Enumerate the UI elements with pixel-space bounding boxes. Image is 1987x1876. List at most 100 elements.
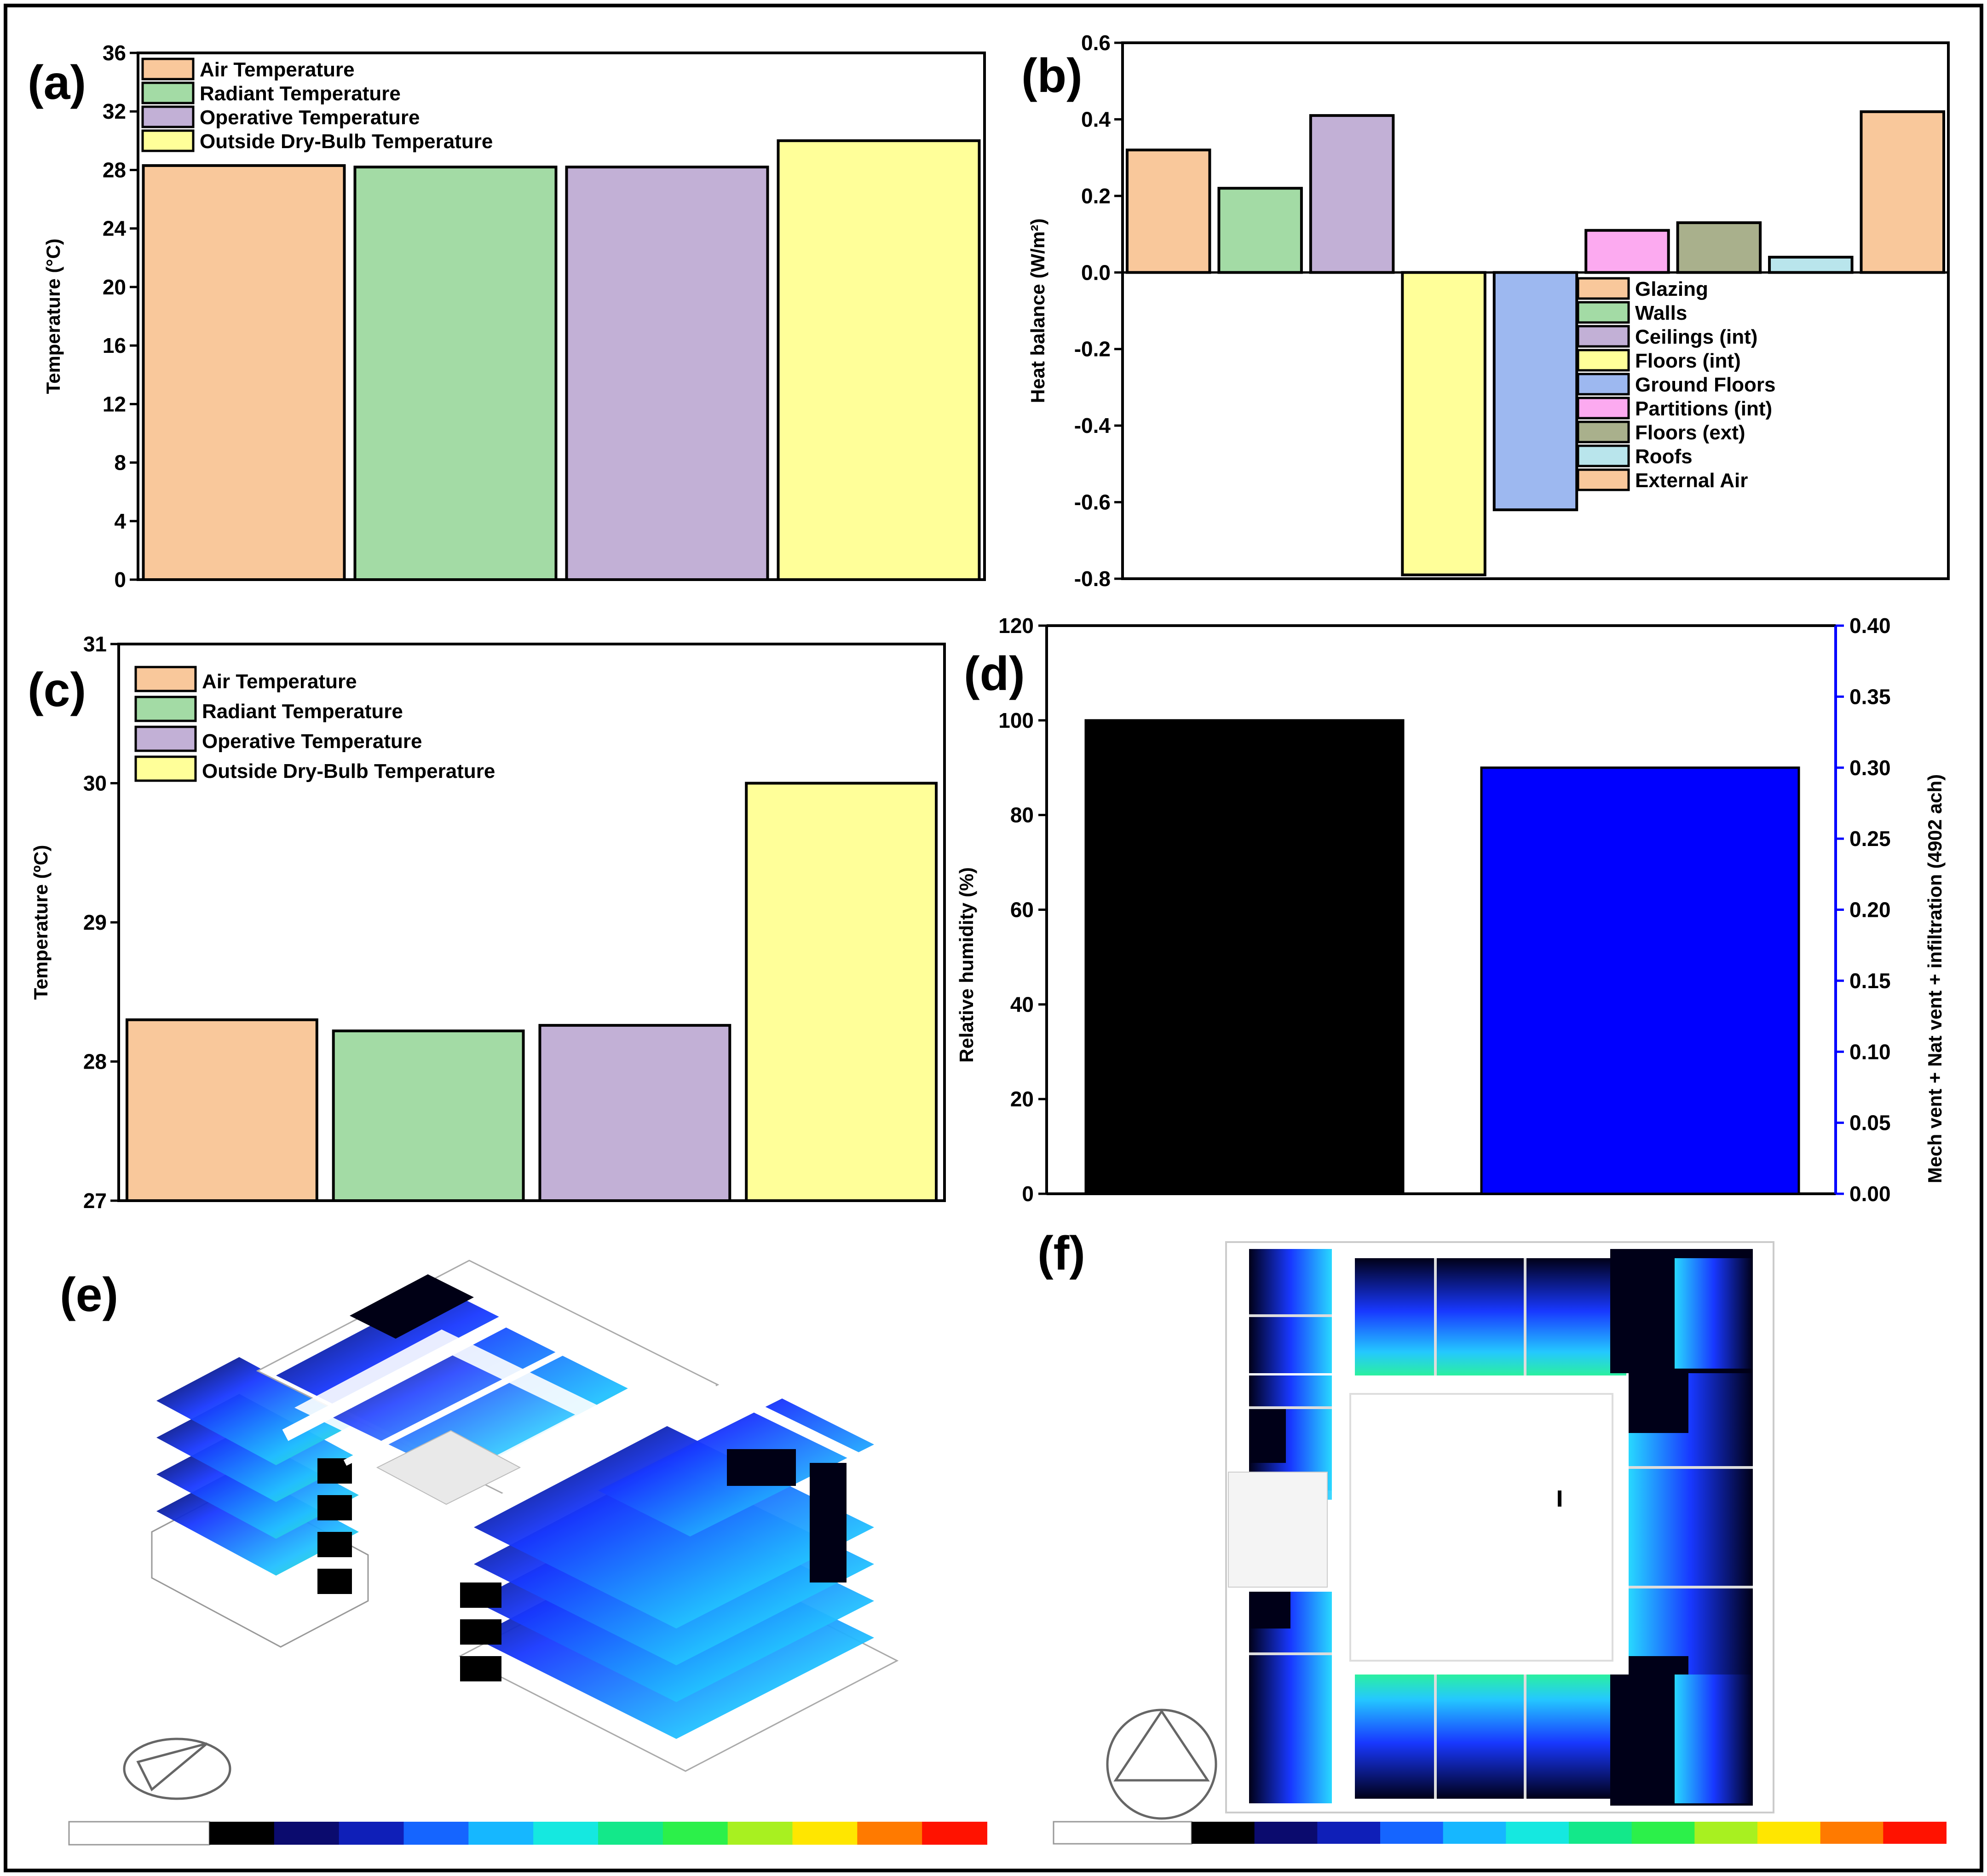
y-tick-label: 40 — [1010, 992, 1034, 1016]
plot-frame — [1121, 41, 1950, 580]
legend-swatch — [1577, 420, 1630, 443]
y-tick-label: 0.2 — [1081, 184, 1111, 208]
legend-swatch — [134, 725, 197, 752]
bar-external-air — [1860, 110, 1946, 274]
legend-label: Outside Dry-Bulb Temperature — [200, 130, 493, 153]
y-right-tick-label: 0.10 — [1849, 1040, 1891, 1064]
y-right-tick-label: 0.25 — [1849, 827, 1891, 851]
scale-swatch — [1443, 1822, 1507, 1844]
y-axis-label: Temperature (°C) — [42, 238, 64, 394]
y-tick-label: 16 — [103, 334, 126, 357]
scale-swatch — [662, 1822, 728, 1845]
color-scale-f — [1053, 1821, 1947, 1845]
chart-c: 27 28 29 30 31 Temperature (ºC) Air Temperatur… — [30, 632, 946, 1213]
scale-swatch — [1820, 1822, 1884, 1844]
legend-swatch — [1577, 468, 1630, 491]
scale-swatch — [1192, 1822, 1255, 1844]
chart-b: -0.8 -0.6 -0.4 -0.2 0.0 0.2 0.4 0.6 Heat balance… — [1027, 31, 1950, 591]
panel-label-b: (b) — [1021, 49, 1083, 103]
bar-air-temperature — [125, 1018, 318, 1202]
scale-swatch — [1254, 1822, 1318, 1844]
legend-label: Operative Temperature — [202, 730, 422, 753]
y-tick-label: 8 — [114, 451, 126, 475]
y-tick-label: 20 — [1010, 1087, 1034, 1111]
scale-swatch — [1317, 1822, 1381, 1844]
scale-swatch — [274, 1822, 340, 1845]
legend-label: Air Temperature — [200, 58, 355, 81]
y-tick-label: 60 — [1010, 898, 1034, 922]
bar-operative-temperature — [565, 166, 769, 581]
legend-swatch — [141, 81, 195, 104]
bar-radiant-temperature — [353, 166, 558, 581]
y-axis-label: Heat balance (W/m²) — [1027, 219, 1048, 403]
legend-label: Outside Dry-Bulb Temperature — [202, 760, 495, 783]
compass-e — [123, 1738, 231, 1800]
y-tick-label: 27 — [83, 1189, 107, 1213]
bar-roofs — [1768, 256, 1854, 274]
bar-ceilings-int- — [1309, 114, 1395, 274]
legend-label: Floors (int) — [1635, 350, 1741, 372]
bar-ventilation — [1480, 766, 1800, 1195]
scale-swatch — [922, 1822, 987, 1845]
panel-label-d: (d) — [964, 647, 1025, 701]
legend-swatch — [141, 129, 195, 152]
bar-relative-humidity — [1084, 719, 1405, 1195]
y-tick-label: 80 — [1010, 803, 1034, 827]
y-right-tick-label: 0.20 — [1849, 898, 1891, 922]
y-tick-label: 24 — [103, 217, 127, 241]
y-right-tick-label: 0.40 — [1849, 614, 1891, 638]
legend-label: External Air — [1635, 469, 1748, 492]
legend-swatch — [1577, 301, 1630, 324]
scale-swatch — [1506, 1822, 1569, 1844]
scale-swatch — [468, 1822, 534, 1845]
y-tick-label: 31 — [83, 632, 107, 656]
panel-label-c: (c) — [28, 663, 86, 717]
y-axis-label: Relative humidity (%) — [956, 867, 977, 1063]
scale-label-box — [68, 1821, 210, 1846]
y-tick-label: 29 — [83, 910, 107, 934]
y-tick-label: 100 — [998, 708, 1034, 732]
building-right-wing — [458, 1385, 899, 1772]
legend-label: Air Temperature — [202, 670, 357, 693]
y-tick-label: 12 — [103, 392, 126, 416]
scale-swatch — [1380, 1822, 1444, 1844]
y-tick-label: -0.2 — [1074, 337, 1111, 361]
y-axis-label-right: Mech vent + Nat vent + infiltration (490… — [1924, 774, 1946, 1183]
y-tick-label: 0.0 — [1081, 260, 1111, 284]
bar-ground-floors — [1492, 271, 1578, 512]
y-tick-label: 0 — [114, 568, 126, 592]
legend-label: Operative Temperature — [200, 106, 420, 129]
scale-swatch — [727, 1822, 793, 1845]
scale-swatch — [339, 1822, 404, 1845]
bar-floors-int- — [1401, 271, 1486, 576]
building-left-wing — [151, 1357, 369, 1648]
bar-walls — [1217, 187, 1303, 274]
y-tick-label: -0.6 — [1074, 490, 1111, 514]
scale-swatch — [792, 1822, 858, 1845]
y-tick-label: 36 — [103, 41, 126, 65]
scale-swatch — [1883, 1822, 1947, 1844]
chart-d: 0 20 40 60 80 100 120 0.00 0.05 0.10 0.15 0.20 0.25 0… — [956, 614, 1946, 1206]
scale-swatch — [598, 1822, 663, 1845]
y-right-tick-label: 0.15 — [1849, 969, 1891, 993]
y-right-tick-label: 0.05 — [1849, 1111, 1891, 1135]
y-tick-label: -0.4 — [1074, 414, 1111, 437]
legend-label: Roofs — [1635, 445, 1693, 468]
panel-label-a: (a) — [28, 56, 86, 109]
legend-label: Radiant Temperature — [202, 700, 403, 723]
legend-label: Glazing — [1635, 278, 1708, 300]
legend-swatch — [1577, 325, 1630, 348]
y-tick-label: 30 — [83, 771, 107, 795]
y-tick-label: 0 — [1022, 1182, 1034, 1206]
bar-operative-temperature — [538, 1024, 731, 1203]
bar-floors-ext- — [1676, 221, 1762, 274]
y-tick-label: 120 — [998, 614, 1034, 638]
legend-swatch — [1577, 397, 1630, 420]
render-f — [1053, 1241, 1947, 1845]
compass-f — [1106, 1709, 1217, 1820]
plot-frame — [137, 52, 986, 581]
bar-radiant-temperature — [332, 1029, 525, 1202]
bar-outside-dry-bulb-temperature — [777, 139, 981, 581]
y-right-tick-label: 0.30 — [1849, 756, 1891, 780]
